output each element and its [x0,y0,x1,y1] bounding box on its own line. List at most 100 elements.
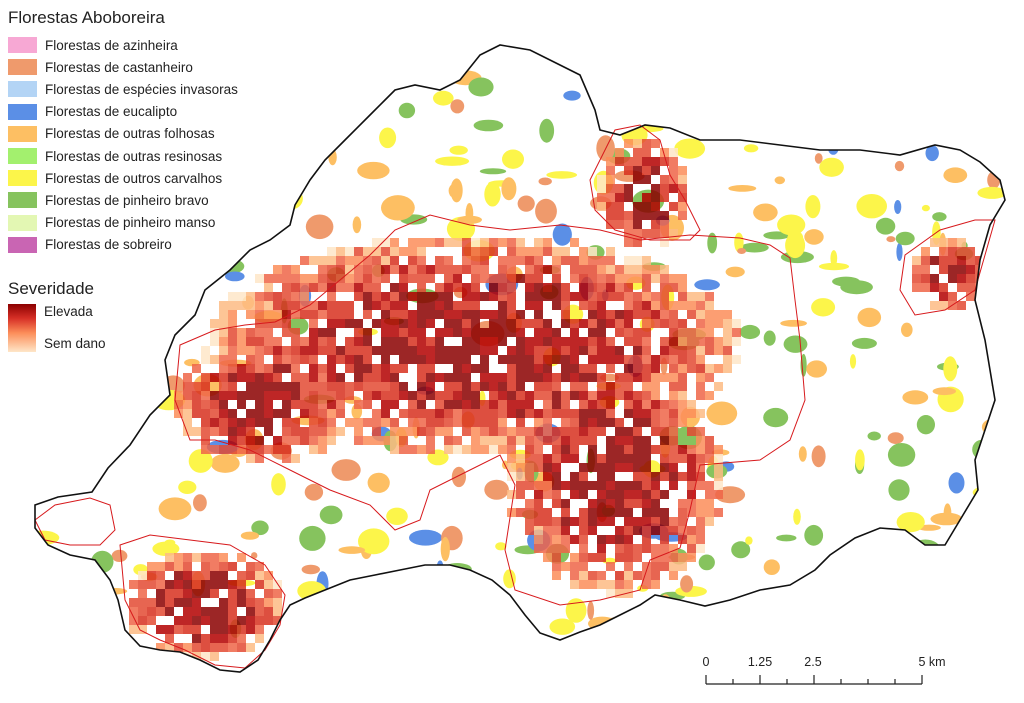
severity-cell [678,553,687,562]
severity-cell [624,301,633,310]
severity-cell [507,400,516,409]
severity-cell [417,283,426,292]
severity-cell [624,256,633,265]
severity-cell [354,346,363,355]
severity-cell [471,364,480,373]
severity-cell [381,301,390,310]
severity-cell [669,319,678,328]
severity-cell [291,373,300,382]
severity-cell [633,526,642,535]
severity-cell [489,247,498,256]
forest-patch [563,90,581,101]
severity-cell [588,400,597,409]
severity-cell [705,481,714,490]
severity-cell [966,256,975,265]
forest-patch [484,479,509,500]
severity-cell [372,247,381,256]
severity-cell [948,265,957,274]
severity-cell [930,274,939,283]
severity-cell [462,346,471,355]
severity-cell [597,256,606,265]
severity-cell [282,355,291,364]
forest-patch [111,549,128,563]
forest-patch [271,473,286,496]
severity-cell [570,265,579,274]
scale-bar: 0 1.25 2.5 5 km [700,655,960,695]
severity-cell [228,634,237,643]
severity-cell [588,283,597,292]
severity-cell [237,292,246,301]
severity-cell [597,184,606,193]
severity-cell [633,211,642,220]
severity-cell [219,445,228,454]
severity-cell [372,427,381,436]
severity-cell [678,202,687,211]
legend-swatch [8,148,37,165]
severity-cell [480,337,489,346]
forest-patch [956,606,984,624]
severity-cell [435,337,444,346]
severity-cell [219,607,228,616]
severity-cell [633,292,642,301]
severity-cell [705,454,714,463]
severity-cell [615,454,624,463]
forest-patch [69,576,78,594]
severity-cell [633,427,642,436]
severity-cell [633,436,642,445]
severity-cell [579,472,588,481]
forest-patch [978,510,1005,525]
severity-cell [435,256,444,265]
forest-patch [774,176,785,185]
severity-cell [354,274,363,283]
severity-cell [543,535,552,544]
severity-cell [165,634,174,643]
severity-cell [570,346,579,355]
severity-cell [606,211,615,220]
severity-cell [597,499,606,508]
severity-cell [534,490,543,499]
severity-cell [264,310,273,319]
severity-cell [507,508,516,517]
severity-cell [579,319,588,328]
severity-cell [183,607,192,616]
forest-patch [740,242,769,253]
burn-outline-north [589,124,701,241]
severity-cell [624,481,633,490]
severity-cell [489,328,498,337]
severity-cell [624,427,633,436]
forest-patch [386,507,408,525]
severity-cell [606,436,615,445]
severity-cell [561,445,570,454]
severity-cell [507,265,516,274]
severity-cell [318,382,327,391]
severity-cell [552,346,561,355]
severity-cell [390,373,399,382]
severity-cell [669,184,678,193]
severity-cell [480,355,489,364]
severity-cell [345,274,354,283]
severity-cell [552,328,561,337]
severity-cell [147,607,156,616]
forest-patch [883,115,914,134]
severity-cell [507,346,516,355]
severity-cell [633,310,642,319]
severity-cell [255,301,264,310]
forest-patch [436,560,445,582]
severity-cell [219,400,228,409]
severity-cell [597,481,606,490]
forest-patch [240,531,259,540]
severity-cell [696,427,705,436]
severity-cell [651,481,660,490]
severity-cell [651,364,660,373]
severity-cell [588,463,597,472]
forest-patch [653,65,684,79]
forest-patch [827,589,846,598]
severity-cell [381,328,390,337]
forest-patch [331,459,361,481]
severity-cell [633,544,642,553]
severity-cell [651,301,660,310]
severity-cell [327,346,336,355]
severity-cell [570,562,579,571]
severity-cell [282,427,291,436]
severity-cell [588,508,597,517]
